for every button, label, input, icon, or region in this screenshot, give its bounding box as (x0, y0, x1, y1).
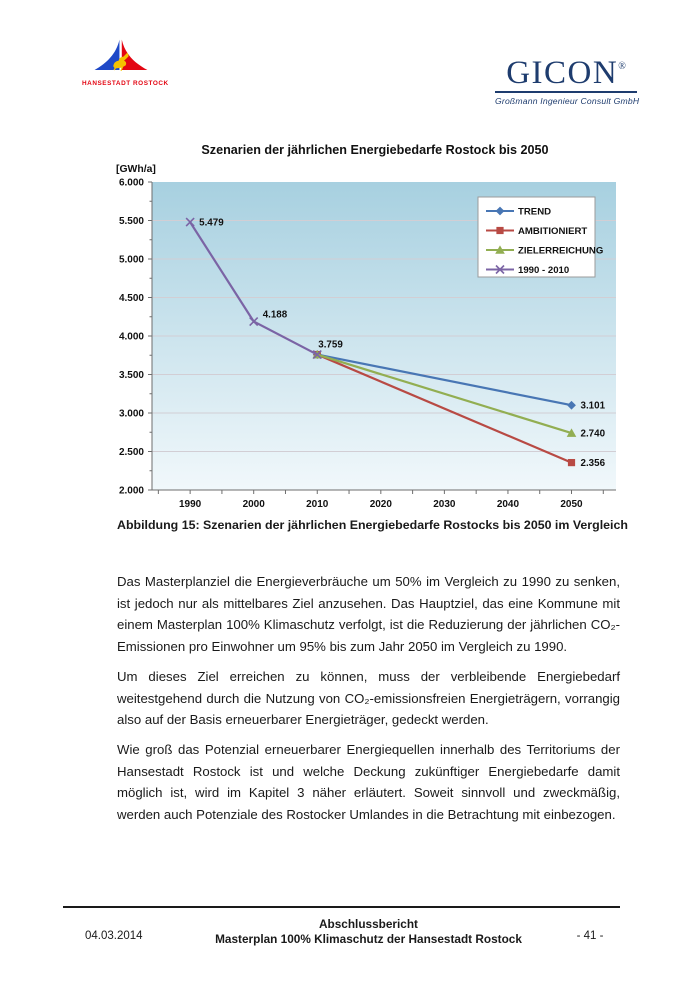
svg-text:3.759: 3.759 (318, 340, 343, 351)
svg-text:2050: 2050 (560, 499, 583, 510)
series-1990-2010 (185, 217, 322, 360)
svg-text:6.000: 6.000 (119, 178, 144, 189)
svg-text:5.000: 5.000 (119, 255, 144, 266)
footer-date: 04.03.2014 (85, 930, 143, 942)
gicon-wordmark: GICON® (506, 55, 626, 91)
figure-caption: Abbildung 15: Szenarien der jährlichen E… (117, 518, 628, 532)
footer-page-number: - 41 - (576, 930, 604, 942)
axis-labels: 6.000 5.500 5.000 4.500 4.000 3.500 3.000 2.500… (119, 178, 583, 511)
gicon-logo: GICON® Großmann Ingenieur Consult GmbH (495, 50, 640, 106)
svg-text:3.500: 3.500 (119, 370, 144, 381)
gicon-subtitle: Großmann Ingenieur Consult GmbH (495, 96, 640, 106)
paragraph-3: Wie groß das Potenzial erneuerbarer Ener… (117, 741, 620, 823)
chart-title: Szenarien der jährlichen Energiebedarfe … (201, 143, 549, 157)
svg-text:AMBITIONIERT: AMBITIONIERT (518, 226, 587, 237)
svg-text:2000: 2000 (243, 499, 266, 510)
footer-report-title: Abschlussbericht Masterplan 100% Klimasc… (117, 917, 620, 947)
footer-line1: Abschlussbericht (319, 917, 418, 931)
gridlines (152, 220, 616, 452)
svg-text:4.188: 4.188 (263, 310, 288, 321)
svg-text:2.740: 2.740 (581, 429, 606, 440)
svg-text:2040: 2040 (497, 499, 520, 510)
svg-text:5.479: 5.479 (199, 218, 224, 229)
svg-text:2030: 2030 (433, 499, 456, 510)
y-unit-label: [GWh/a] (116, 164, 156, 175)
energy-scenarios-line-chart: 6.000 5.500 5.000 4.500 4.000 3.500 3.000 2.500… (116, 164, 616, 511)
paragraph-2: Um dieses Ziel erreichen zu können, muss… (117, 668, 620, 728)
paragraph-1: Das Masterplanziel die Energieverbräuche… (117, 574, 620, 655)
svg-text:2.500: 2.500 (119, 447, 144, 458)
svg-text:1990 - 2010: 1990 - 2010 (518, 265, 569, 276)
body-text: Das Masterplanziel die Energieverbräuche… (117, 571, 620, 834)
svg-text:ZIELERREICHUNG: ZIELERREICHUNG (518, 246, 603, 257)
svg-text:1990: 1990 (179, 499, 202, 510)
svg-text:TREND: TREND (518, 207, 551, 218)
registered-mark-icon: ® (618, 61, 626, 72)
svg-text:3.101: 3.101 (581, 401, 606, 412)
footer-divider (63, 906, 620, 908)
rostock-crest-icon (94, 39, 148, 72)
svg-text:2.356: 2.356 (581, 458, 606, 469)
svg-text:5.500: 5.500 (119, 216, 144, 227)
axes (148, 181, 616, 494)
legend: TREND AMBITIONIERT ZIELERREICHUNG 1990 - 20… (477, 196, 603, 278)
svg-text:4.500: 4.500 (119, 293, 144, 304)
svg-text:2020: 2020 (370, 499, 393, 510)
point-labels: 5.479 4.188 3.759 3.101 2.740 2.356 (199, 218, 605, 469)
svg-text:2.000: 2.000 (119, 486, 144, 497)
svg-text:2010: 2010 (306, 499, 329, 510)
gicon-divider (495, 91, 637, 93)
hansestadt-rostock-logo: HANSESTADT ROSTOCK (82, 34, 169, 87)
footer-line2: Masterplan 100% Klimaschutz der Hansesta… (215, 932, 522, 946)
svg-text:4.000: 4.000 (119, 332, 144, 343)
rostock-logo-label: HANSESTADT ROSTOCK (82, 80, 169, 87)
svg-text:3.000: 3.000 (119, 409, 144, 420)
